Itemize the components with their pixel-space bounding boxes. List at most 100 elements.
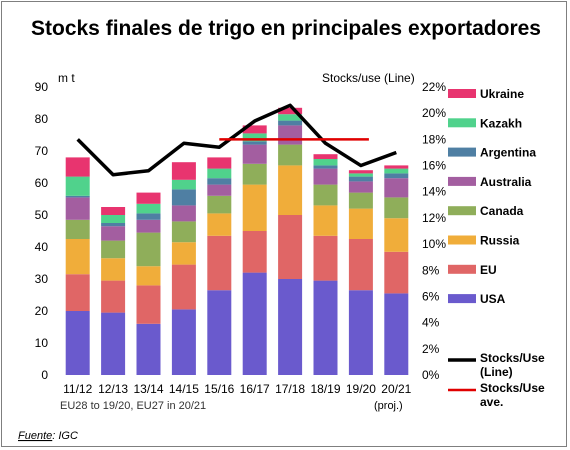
bar-segment-australia (242, 144, 267, 164)
bar-segment-usa (136, 323, 161, 375)
bar-segment-argentina (348, 176, 373, 182)
bar-segment-argentina (242, 141, 267, 145)
bar-segment-russia (348, 208, 373, 239)
y-left-tick-label: 80 (35, 112, 49, 126)
legend-swatch-usa (448, 294, 476, 304)
y-right-tick-label: 14% (422, 185, 446, 199)
bar-segment-russia (313, 205, 338, 236)
bar-segment-eu (101, 280, 126, 313)
x-axis: 11/12 12/13 13/14 14/15 15/16 16/17 17/18 18/19… (63, 382, 412, 396)
bar-segment-canada (348, 192, 373, 209)
bar-segment-usa (101, 312, 126, 375)
bar-segment-russia (101, 258, 126, 281)
y-right-label: Stocks/use (Line) (322, 71, 415, 85)
bar-segment-usa (313, 280, 338, 375)
bar-segment-australia (313, 168, 338, 185)
bar-segment-eu (313, 235, 338, 281)
bar-segment-canada (207, 195, 232, 214)
y-left-tick-label: 0 (41, 368, 48, 382)
x-tick-label: 17/18 (275, 382, 305, 396)
x-tick-label: 13/14 (133, 382, 163, 396)
y-right-axis: 0% 2% 4% 6% 8% 10% 12% 14% 16% 18% 20% 22% (422, 80, 446, 382)
bar-segment-canada (101, 240, 126, 259)
y-left-tick-label: 90 (35, 80, 49, 94)
bar-segment-ukraine (348, 170, 373, 174)
legend-label-canada: Canada (480, 204, 524, 218)
bar-segment-usa (278, 279, 303, 375)
bar-segment-russia (207, 213, 232, 236)
bar-segment-argentina (65, 195, 90, 198)
y-right-tick-label: 20% (422, 106, 446, 120)
bar-segment-kazakh (313, 159, 338, 166)
stocks-use-line (76, 103, 397, 177)
bar-segment-usa (348, 290, 373, 375)
bar-segment-argentina (313, 165, 338, 169)
bar-segment-australia (348, 181, 373, 193)
bar-segment-australia (207, 184, 232, 196)
bar-segment-eu (65, 274, 90, 311)
bar-segment-eu (171, 264, 196, 310)
bar-segment-kazakh (101, 215, 126, 223)
y-right-tick-label: 6% (422, 289, 440, 303)
svg-text:Fuente: IGC: Fuente: IGC (18, 430, 78, 442)
bar-segment-eu (136, 285, 161, 324)
bar-segment-ukraine (278, 107, 303, 115)
legend: Ukraine Kazakh Argentina Australia Canada Rus… (448, 87, 545, 409)
bar-segment-eu (242, 231, 267, 273)
x-tick-label: 20/21 (381, 382, 411, 396)
legend-label-usa: USA (480, 292, 506, 306)
legend-label-ukraine: Ukraine (480, 87, 524, 101)
bar-segment-canada (136, 232, 161, 267)
source-note: Fuente: IGC (18, 430, 78, 442)
legend-label-stocks-use-line-cont: (Line) (480, 365, 513, 379)
bar-segment-canada (384, 197, 409, 219)
legend-swatch-eu (448, 264, 476, 274)
bar-segment-australia (101, 226, 126, 241)
bar-segment-australia (278, 125, 303, 145)
y-right-tick-label: 4% (422, 316, 440, 330)
bar-segment-canada (242, 163, 267, 185)
bar-segment-canada (65, 219, 90, 239)
stacked-bars (65, 107, 409, 375)
bar-segment-usa (242, 272, 267, 375)
y-right-tick-label: 12% (422, 211, 446, 225)
bar-segment-russia (171, 242, 196, 265)
bar-segment-usa (207, 290, 232, 375)
y-left-label: m t (58, 71, 75, 85)
legend-swatch-canada (448, 206, 476, 216)
bar-segment-kazakh (278, 114, 303, 121)
bar-segment-canada (313, 184, 338, 206)
bar-segment-russia (136, 266, 161, 286)
legend-swatch-ukraine (448, 89, 476, 98)
bar-segment-eu (348, 239, 373, 291)
x-tick-label: 18/19 (310, 382, 340, 396)
y-left-axis: 0 10 20 30 40 50 60 70 80 90 (35, 80, 49, 382)
bar-segment-ukraine (384, 165, 409, 169)
x-tick-label: 11/12 (63, 382, 92, 396)
legend-swatch-argentina (448, 147, 476, 157)
bar-segment-usa (65, 311, 90, 375)
bar-segment-australia (171, 205, 196, 222)
y-left-tick-label: 30 (35, 272, 49, 286)
y-right-tick-label: 8% (422, 263, 440, 277)
x-tick-label: 19/20 (346, 382, 376, 396)
source-label: Fuente (18, 430, 52, 442)
bar-segment-argentina (384, 173, 409, 179)
legend-swatch-australia (448, 176, 476, 186)
bar-segment-argentina (278, 120, 303, 126)
y-right-tick-label: 2% (422, 342, 440, 356)
bar-segment-kazakh (207, 168, 232, 179)
bar-segment-ukraine (207, 157, 232, 169)
y-right-tick-label: 22% (422, 80, 446, 94)
bar-segment-kazakh (384, 168, 409, 174)
y-left-tick-label: 70 (35, 144, 49, 158)
bar-segment-russia (242, 184, 267, 231)
category-note: (proj.) (374, 400, 403, 412)
bar-segment-eu (278, 215, 303, 279)
bar-segment-russia (65, 239, 90, 275)
bar-segment-australia (384, 178, 409, 198)
chart-title: Stocks finales de trigo en principales e… (31, 17, 541, 40)
bar-segment-australia (136, 219, 161, 233)
bar-segment-canada (171, 221, 196, 243)
bar-segment-ukraine (242, 125, 267, 134)
